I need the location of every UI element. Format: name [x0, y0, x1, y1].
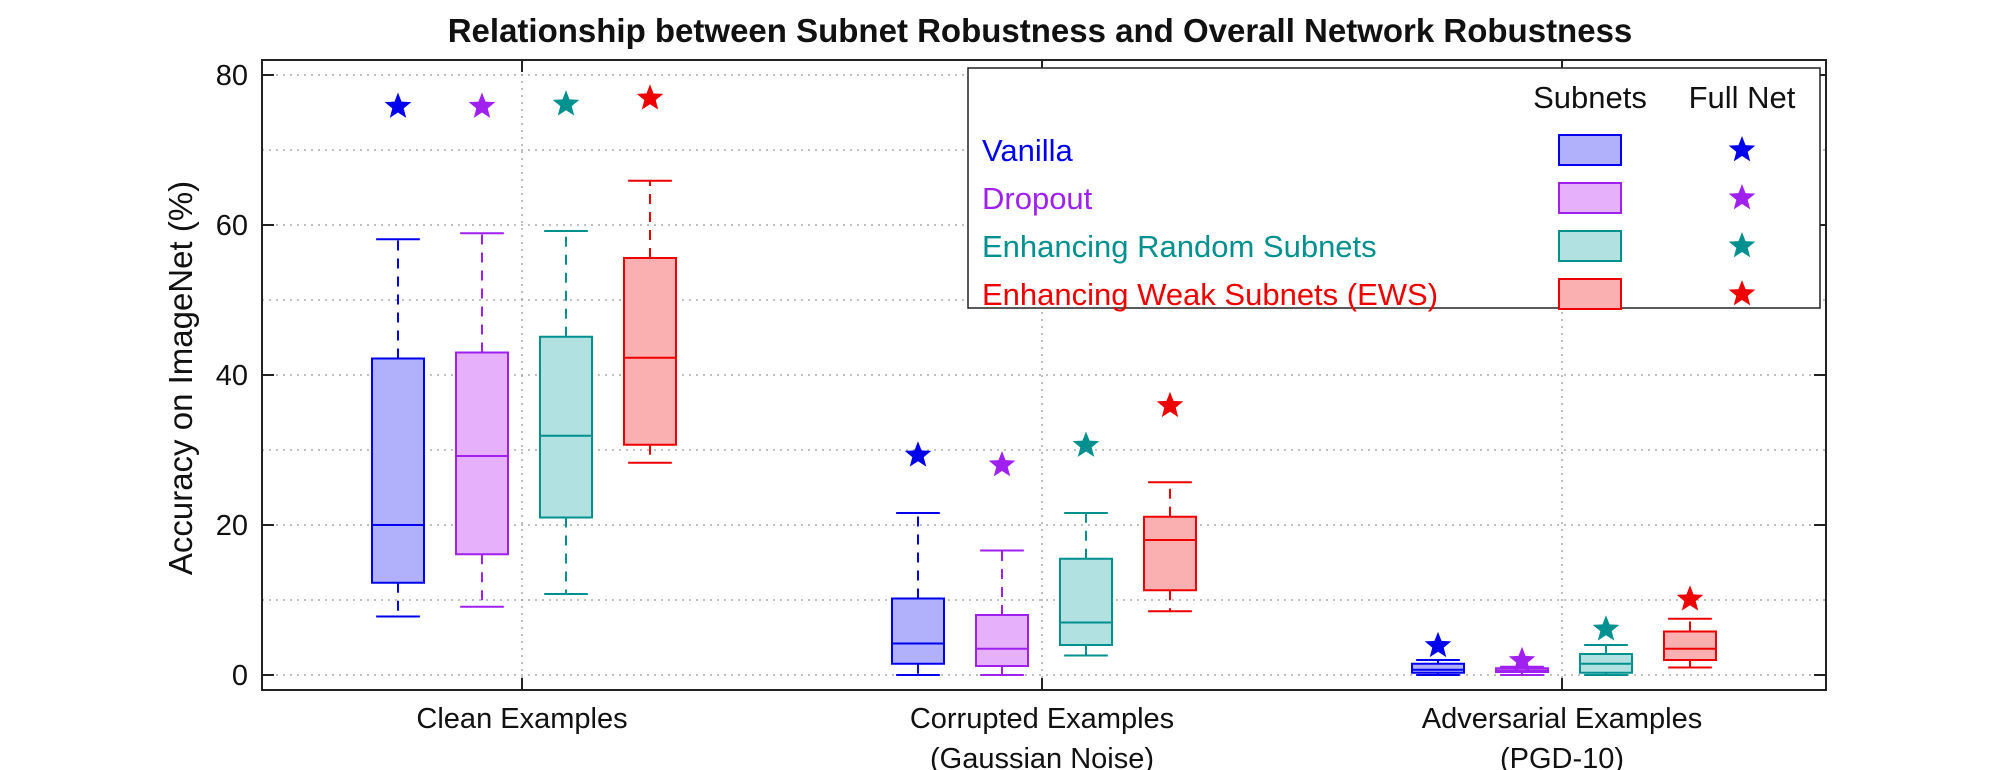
legend-frame	[967, 67, 1821, 309]
full-net-star	[552, 90, 580, 116]
full-net-star	[988, 451, 1016, 477]
box-iqr	[1143, 515, 1197, 592]
legend-box-swatch	[1558, 230, 1622, 262]
full-net-star	[1676, 585, 1704, 611]
legend-label: Dropout	[982, 181, 1093, 216]
legend-box-swatch	[1558, 134, 1622, 166]
y-tick-label: 60	[216, 210, 248, 242]
box-iqr	[371, 357, 425, 584]
x-axis: Clean Examples Corrupted Examples (Gaussia…	[416, 60, 1702, 770]
legend: Subnets Full Net Vanilla Dropout Enhancing R…	[967, 67, 1821, 312]
full-net-star	[1156, 391, 1184, 418]
full-net-star	[1508, 646, 1536, 673]
box-series	[371, 179, 1717, 676]
box-iqr	[1663, 630, 1717, 661]
box	[1059, 512, 1113, 657]
y-tick-label: 20	[216, 510, 248, 542]
box-iqr	[1059, 557, 1113, 646]
legend-entry: Enhancing Weak Subnets (EWS)	[982, 277, 1756, 312]
series-enhancing-weak-subnets-ews-	[623, 179, 1717, 669]
x-tick-label: Adversarial Examples	[1422, 703, 1702, 735]
legend-column-header: Subnets	[1533, 80, 1647, 115]
full-net-star	[384, 92, 412, 118]
x-tick-label: (Gaussian Noise)	[930, 743, 1154, 770]
series-dropout	[455, 232, 1549, 676]
legend-label: Enhancing Weak Subnets (EWS)	[982, 277, 1438, 312]
full-net-star	[1592, 615, 1620, 641]
full-net-markers	[384, 84, 1704, 673]
legend-star-swatch	[1728, 232, 1756, 258]
legend-star-swatch	[1728, 184, 1756, 210]
box	[1143, 481, 1197, 613]
box	[1495, 665, 1549, 676]
box	[623, 179, 677, 464]
series-enhancing-random-subnets	[539, 230, 1633, 676]
box	[1411, 659, 1465, 676]
box-iqr	[623, 257, 677, 446]
legend-entry: Vanilla	[982, 133, 1756, 168]
series-vanilla	[371, 238, 1465, 676]
box	[1579, 644, 1633, 676]
y-tick-label: 80	[216, 60, 248, 92]
box	[891, 512, 945, 676]
box-iqr	[891, 597, 945, 665]
full-net-star	[636, 84, 664, 110]
box-iqr	[455, 351, 509, 556]
legend-entry: Enhancing Random Subnets	[982, 229, 1756, 264]
y-axis: 0 20 40 60 80	[216, 60, 1826, 692]
box-iqr	[539, 335, 593, 519]
full-net-star	[904, 441, 932, 467]
box	[1663, 617, 1717, 669]
box	[975, 549, 1029, 676]
legend-label: Enhancing Random Subnets	[982, 229, 1377, 264]
full-net-star	[1072, 431, 1100, 457]
legend-box-swatch	[1558, 278, 1622, 310]
legend-entry: Dropout	[982, 181, 1756, 216]
y-tick-label: 0	[232, 660, 248, 692]
box	[455, 232, 509, 608]
y-tick-label: 40	[216, 360, 248, 392]
legend-label: Vanilla	[982, 133, 1074, 168]
legend-column-header: Full Net	[1689, 80, 1796, 115]
y-axis-label: Accuracy on ImageNet (%)	[162, 181, 199, 575]
legend-box-swatch	[1558, 182, 1622, 214]
full-net-star	[1424, 631, 1452, 658]
x-tick-label: Clean Examples	[416, 703, 627, 735]
legend-star-swatch	[1728, 280, 1756, 306]
x-tick-label: Corrupted Examples	[910, 703, 1174, 735]
box-iqr	[1411, 662, 1465, 674]
box-iqr	[975, 614, 1029, 667]
box	[371, 238, 425, 618]
legend-star-swatch	[1728, 136, 1756, 162]
box	[539, 230, 593, 595]
chart-title: Relationship between Subnet Robustness a…	[448, 12, 1633, 49]
x-tick-label: (PGD-10)	[1500, 743, 1624, 770]
full-net-star	[468, 92, 496, 118]
